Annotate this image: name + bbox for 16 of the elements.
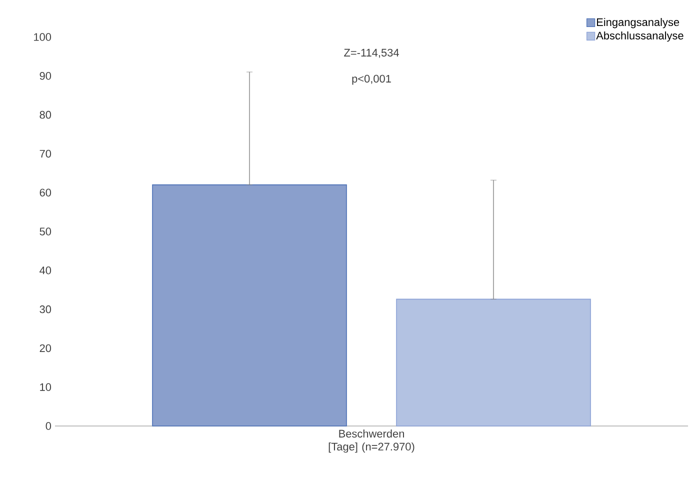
y-tick-label: 100 — [34, 33, 52, 41]
legend-label: Eingangsanalyse — [597, 18, 680, 28]
annotation: p<0,001 — [352, 74, 391, 85]
y-tick-label: 20 — [40, 344, 52, 352]
y-tick-label: 70 — [40, 150, 52, 158]
x-tick-label: Beschwerden [Tage] (n=27.970) — [328, 430, 414, 453]
y-tick-label: 60 — [40, 188, 52, 196]
y-tick-label: 10 — [40, 383, 52, 391]
legend-label: Abschlussanalyse — [596, 31, 684, 42]
y-tick-label: 80 — [40, 110, 52, 119]
y-tick-label: 30 — [40, 305, 52, 314]
y-tick-label: 90 — [40, 72, 52, 80]
y-tick-label: 0 — [46, 422, 52, 430]
y-tick-label: 40 — [40, 266, 52, 274]
annotation: Z=-114,534 — [344, 48, 399, 58]
y-tick-label: 50 — [40, 228, 52, 236]
